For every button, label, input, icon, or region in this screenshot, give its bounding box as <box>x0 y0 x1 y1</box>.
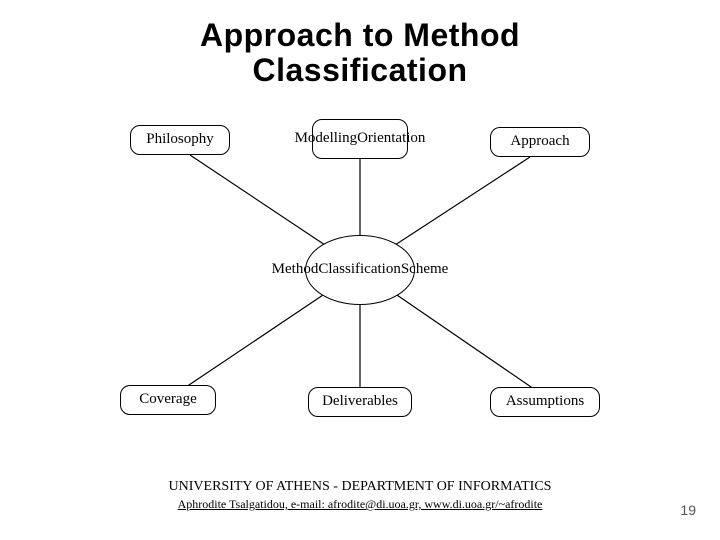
footer-institution: UNIVERSITY OF ATHENS - DEPARTMENT OF INF… <box>0 479 720 495</box>
node-center: MethodClassificationScheme <box>305 235 415 305</box>
title-line2: Classification <box>252 52 467 88</box>
node-approach: Approach <box>490 127 590 157</box>
page-number: 19 <box>680 502 696 518</box>
page-title: Approach to Method Classification <box>0 18 720 88</box>
diagram-canvas: Philosophy ModellingOrientation Approach Me… <box>90 115 630 435</box>
node-assumptions: Assumptions <box>490 387 600 417</box>
footer: UNIVERSITY OF ATHENS - DEPARTMENT OF INF… <box>0 479 720 512</box>
node-deliverables: Deliverables <box>308 387 412 417</box>
node-philosophy: Philosophy <box>130 125 230 155</box>
footer-contact: Aphrodite Tsalgatidou, e-mail: afrodite@… <box>0 497 720 512</box>
node-modelling: ModellingOrientation <box>312 119 408 159</box>
title-line1: Approach to Method <box>200 17 520 53</box>
node-coverage: Coverage <box>120 385 216 415</box>
